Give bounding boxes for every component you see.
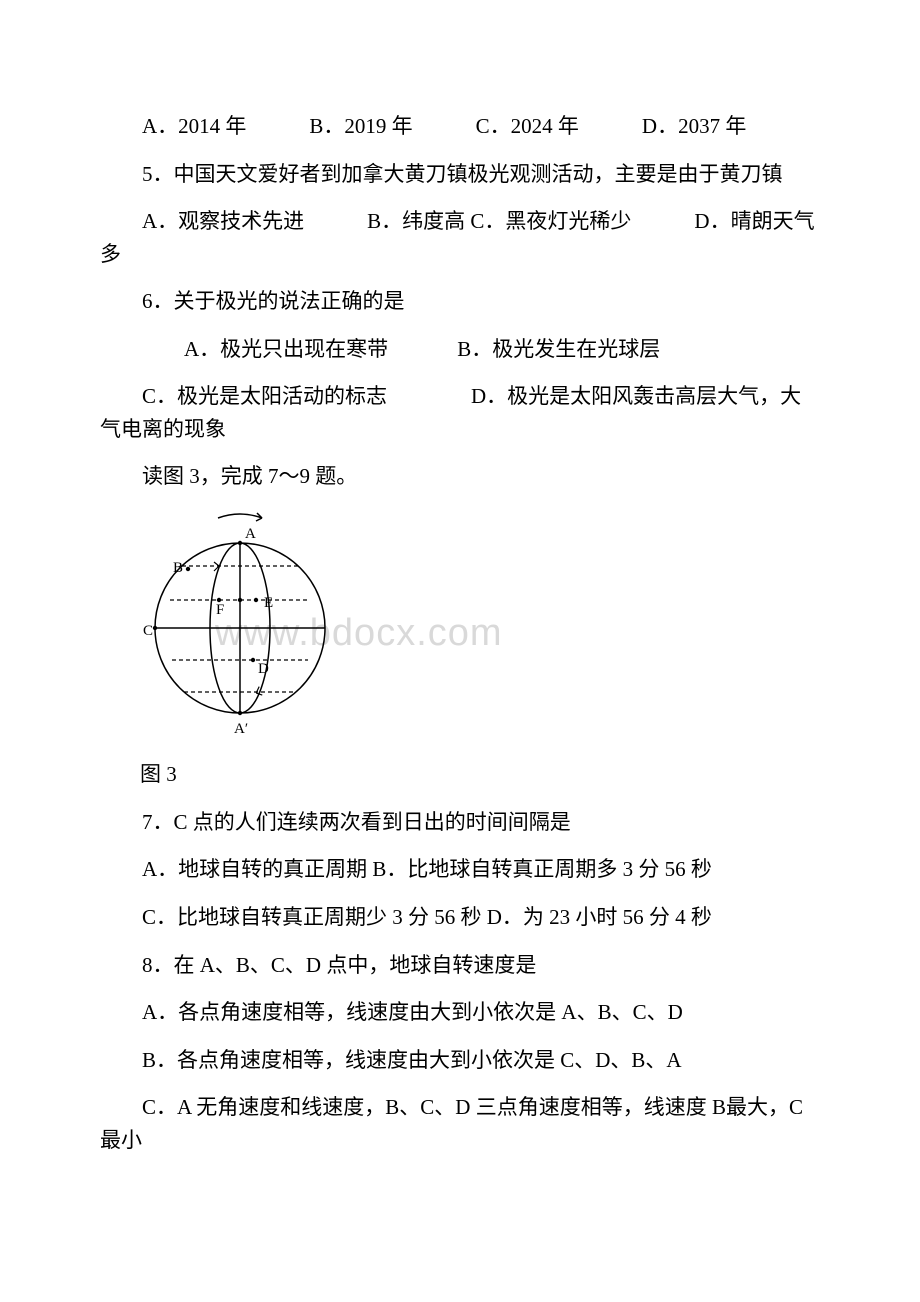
label-c: C xyxy=(143,623,153,639)
label-e: E xyxy=(264,595,273,611)
q6-opt-b: B．极光发生在光球层 xyxy=(457,337,660,361)
q8-option-a: A．各点角速度相等，线速度由大到小依次是 A、B、C、D xyxy=(100,996,820,1029)
point-a-prime xyxy=(238,711,242,715)
point-mid-upper xyxy=(238,598,242,602)
figure-3-diagram: A B C D E F A′ xyxy=(140,508,820,748)
q8-option-b: B．各点角速度相等，线速度由大到小依次是 C、D、B、A xyxy=(100,1044,820,1077)
q5-text: 5．中国天文爱好者到加拿大黄刀镇极光观测活动，主要是由于黄刀镇 xyxy=(100,158,820,191)
point-b xyxy=(186,567,190,571)
q4-options: A．2014 年 B．2019 年 C．2024 年 D．2037 年 xyxy=(100,110,820,143)
point-c xyxy=(153,626,157,630)
earth-diagram-svg: A B C D E F A′ xyxy=(140,508,350,743)
q8-option-c: C．A 无角速度和线速度，B、C、D 三点角速度相等，线速度 B最大，C 最小 xyxy=(100,1091,820,1156)
q6-opt-a: A．极光只出现在寒带 xyxy=(142,333,452,366)
q6-options-ab: A．极光只出现在寒带 B．极光发生在光球层 xyxy=(100,333,820,366)
document-content: A．2014 年 B．2019 年 C．2024 年 D．2037 年 5．中国… xyxy=(100,110,820,1156)
label-a-prime: A′ xyxy=(234,721,248,737)
q6-options-cd: C．极光是太阳活动的标志 D．极光是太阳风轰击高层大气，大气电离的现象 xyxy=(100,380,820,445)
point-e xyxy=(254,598,258,602)
label-d: D xyxy=(258,661,269,677)
point-d xyxy=(251,658,255,662)
q7-text: 7．C 点的人们连续两次看到日出的时间间隔是 xyxy=(100,806,820,839)
label-f: F xyxy=(216,602,224,618)
point-a xyxy=(238,541,242,545)
q8-text: 8．在 A、B、C、D 点中，地球自转速度是 xyxy=(100,949,820,982)
label-a: A xyxy=(245,526,256,542)
label-b: B xyxy=(173,560,183,576)
rotation-arc xyxy=(218,514,262,518)
q5-options: A．观察技术先进 B．纬度高 C．黑夜灯光稀少 D．晴朗天气多 xyxy=(100,205,820,270)
figure-3-label: 图 3 xyxy=(140,758,820,788)
q6-text: 6．关于极光的说法正确的是 xyxy=(100,285,820,318)
q7-options-cd: C．比地球自转真正周期少 3 分 56 秒 D．为 23 小时 56 分 4 秒 xyxy=(100,901,820,934)
q7-options-ab: A．地球自转的真正周期 B．比地球自转真正周期多 3 分 56 秒 xyxy=(100,853,820,886)
fig3-intro: 读图 3，完成 7～9 题。 xyxy=(100,460,820,493)
